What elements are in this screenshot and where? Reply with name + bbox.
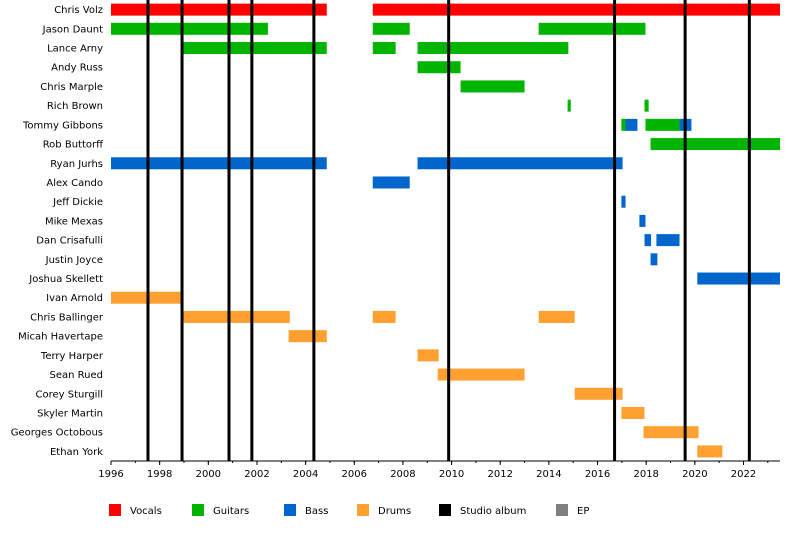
bar-drums xyxy=(288,330,327,343)
member-label: Jeff Dickie xyxy=(52,197,103,208)
legend-swatch-drums xyxy=(357,504,369,516)
x-tick-label: 2004 xyxy=(293,469,318,480)
bar-drums xyxy=(697,445,723,458)
legend-label-vocals: Vocals xyxy=(130,506,162,517)
x-tick-label: 2014 xyxy=(536,469,561,480)
x-tick-label: 2006 xyxy=(342,469,367,480)
x-tick-label: 2022 xyxy=(731,469,756,480)
member-label: Jason Daunt xyxy=(42,24,103,35)
legend-label-drums: Drums xyxy=(378,506,411,517)
bar-bass xyxy=(644,234,652,247)
member-label: Rich Brown xyxy=(47,101,103,112)
x-tick-label: 2018 xyxy=(633,469,658,480)
bar-drums xyxy=(538,310,575,323)
legend-swatch-album xyxy=(439,504,451,516)
bar-drums xyxy=(183,310,290,323)
bar-guitars xyxy=(645,118,680,131)
x-tick-label: 2016 xyxy=(585,469,610,480)
member-label: Chris Marple xyxy=(40,82,103,93)
bar-drums xyxy=(417,349,439,362)
legend-swatch-vocals xyxy=(109,504,121,516)
bar-guitars xyxy=(567,99,571,112)
x-tick-label: 2012 xyxy=(488,469,513,480)
member-label: Corey Sturgill xyxy=(36,389,103,400)
member-label: Georges Octobous xyxy=(11,428,103,439)
member-label: Ryan Jurhs xyxy=(50,159,103,170)
legend-label-ep: EP xyxy=(577,506,589,517)
x-tick-label: 2010 xyxy=(439,469,464,480)
bar-guitars xyxy=(644,99,649,112)
member-label: Micah Havertape xyxy=(18,332,103,343)
bar-drums xyxy=(437,368,525,381)
bar-drums xyxy=(574,387,623,400)
bar-guitars xyxy=(372,22,410,35)
member-label: Andy Russ xyxy=(51,63,103,74)
x-tick-label: 2002 xyxy=(244,469,269,480)
legend-swatch-bass xyxy=(284,504,296,516)
bar-guitars xyxy=(111,22,268,35)
member-label: Alex Cando xyxy=(46,178,103,189)
member-label: Dan Crisafulli xyxy=(36,236,103,247)
member-label: Lance Arny xyxy=(47,44,103,55)
member-label: Ethan York xyxy=(50,447,103,458)
member-label: Chris Volz xyxy=(54,5,103,16)
bar-bass xyxy=(697,272,780,285)
member-label: Skyler Martin xyxy=(37,408,103,419)
bar-guitars xyxy=(460,80,525,93)
member-label: Mike Mexas xyxy=(45,216,103,227)
x-tick-label: 2020 xyxy=(682,469,707,480)
bar-vocals xyxy=(372,3,780,16)
bar-guitars xyxy=(417,42,569,55)
bar-guitars xyxy=(183,42,327,55)
member-label: Tommy Gibbons xyxy=(22,120,103,131)
bar-bass xyxy=(639,214,646,227)
legend-label-album: Studio album xyxy=(460,506,526,517)
member-label: Terry Harper xyxy=(40,351,104,362)
member-label: Justin Joyce xyxy=(45,255,103,266)
legend-label-guitars: Guitars xyxy=(213,506,249,517)
member-label: Chris Ballinger xyxy=(30,312,104,323)
bar-bass xyxy=(625,118,638,131)
member-label: Rob Buttorff xyxy=(43,140,104,151)
legend-label-bass: Bass xyxy=(305,506,328,517)
bar-guitars xyxy=(372,42,396,55)
x-tick-label: 2000 xyxy=(196,469,221,480)
x-tick-label: 1998 xyxy=(147,469,172,480)
bar-drums xyxy=(621,406,645,419)
bar-guitars xyxy=(621,118,626,131)
legend-swatch-guitars xyxy=(192,504,204,516)
member-label: Joshua Skellett xyxy=(28,274,103,285)
bar-bass xyxy=(372,176,410,189)
bar-bass xyxy=(111,157,327,170)
bar-vocals xyxy=(111,3,327,16)
member-label: Ivan Arnold xyxy=(46,293,103,304)
bar-guitars xyxy=(417,61,461,74)
bar-bass xyxy=(417,157,623,170)
bar-bass xyxy=(656,234,680,247)
x-tick-label: 2008 xyxy=(390,469,415,480)
bar-bass xyxy=(650,253,658,266)
member-label: Sean Rued xyxy=(50,370,103,381)
x-tick-label: 1996 xyxy=(98,469,123,480)
bar-guitars xyxy=(538,22,646,35)
bar-guitars xyxy=(650,138,780,151)
bar-drums xyxy=(643,426,699,439)
legend-swatch-ep xyxy=(556,504,568,516)
bar-bass xyxy=(621,195,626,208)
bar-drums xyxy=(372,310,396,323)
